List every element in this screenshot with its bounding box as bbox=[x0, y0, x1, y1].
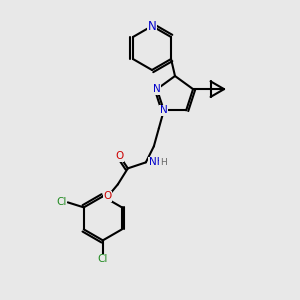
Text: N: N bbox=[153, 84, 161, 94]
Text: O: O bbox=[116, 152, 124, 161]
Text: N: N bbox=[160, 105, 168, 116]
Text: O: O bbox=[104, 191, 112, 201]
Text: Cl: Cl bbox=[57, 197, 67, 207]
Text: H: H bbox=[160, 158, 166, 167]
Text: Cl: Cl bbox=[98, 254, 108, 264]
Text: N: N bbox=[148, 20, 156, 32]
Text: NH: NH bbox=[149, 158, 164, 167]
